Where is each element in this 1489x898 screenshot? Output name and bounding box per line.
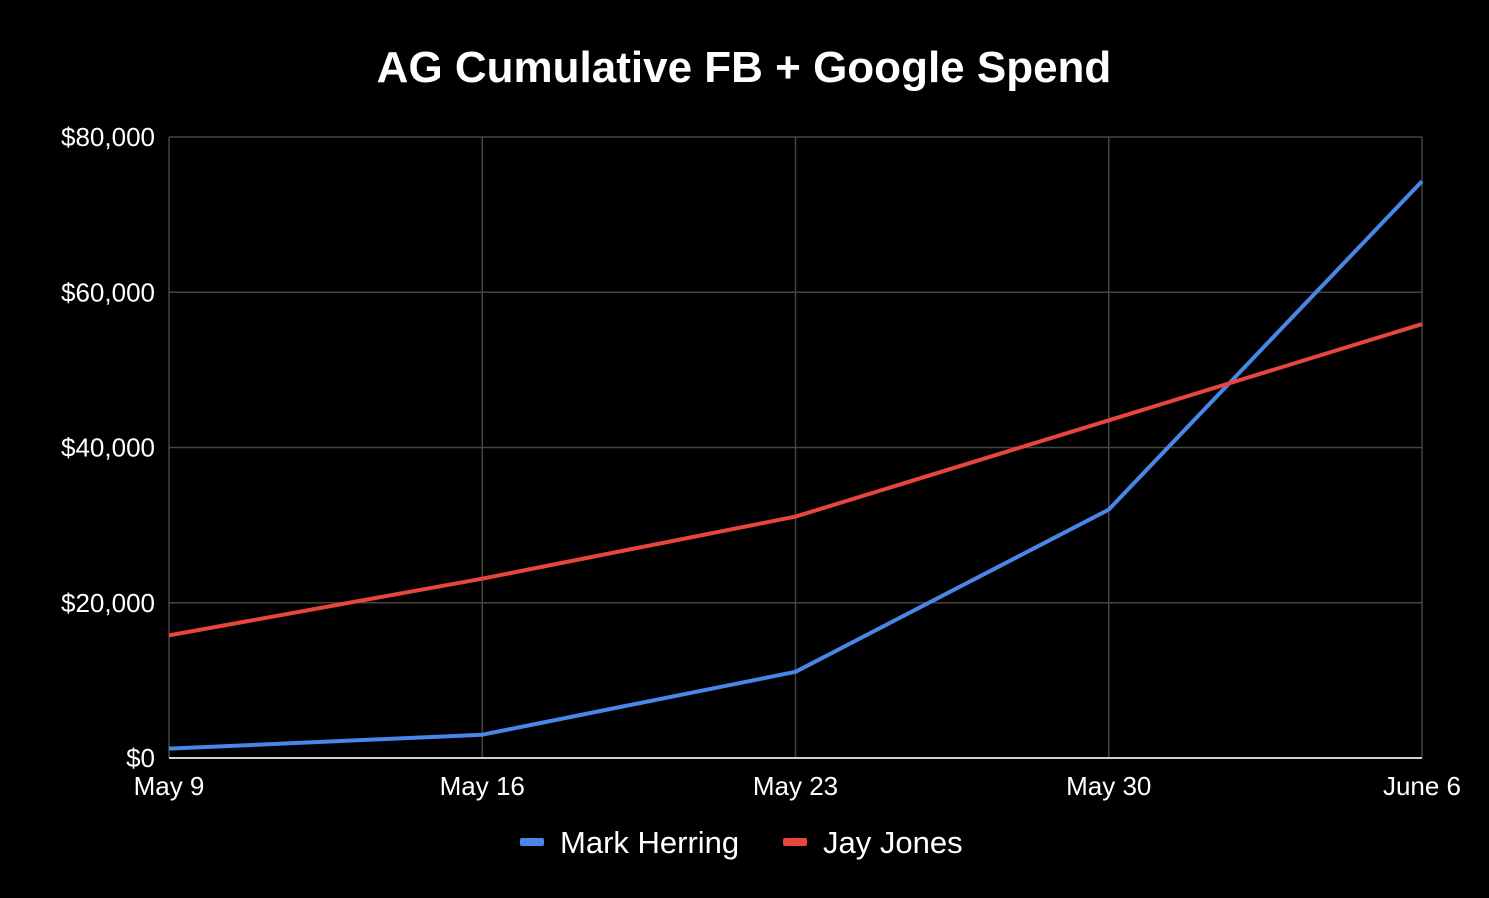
y-tick-label: $0 xyxy=(126,743,155,773)
x-tick-label: May 30 xyxy=(1066,771,1151,801)
x-tick-label: May 16 xyxy=(440,771,525,801)
legend-label: Jay Jones xyxy=(823,825,963,860)
y-tick-label: $40,000 xyxy=(61,433,155,463)
grid-lines xyxy=(168,136,1423,758)
series-line-mark-herring xyxy=(168,179,1424,751)
chart-title: AG Cumulative FB + Google Spend xyxy=(377,43,1112,92)
legend-swatch xyxy=(783,838,807,846)
legend-swatch xyxy=(520,838,544,846)
legend: Mark Herring Jay Jones xyxy=(520,825,963,860)
x-axis-tick-labels: May 9 May 16 May 23 May 30 June 6 xyxy=(134,771,1461,801)
y-tick-label: $80,000 xyxy=(61,122,155,152)
y-axis-tick-labels: $0 $20,000 $40,000 $60,000 $80,000 xyxy=(61,122,155,773)
legend-label: Mark Herring xyxy=(560,825,739,860)
series-line-jay-jones xyxy=(168,322,1423,638)
x-tick-label: June 6 xyxy=(1383,771,1461,801)
y-tick-label: $60,000 xyxy=(61,277,155,307)
x-tick-label: May 9 xyxy=(134,771,205,801)
series-lines xyxy=(168,179,1424,751)
y-tick-label: $20,000 xyxy=(61,588,155,618)
x-tick-label: May 23 xyxy=(753,771,838,801)
